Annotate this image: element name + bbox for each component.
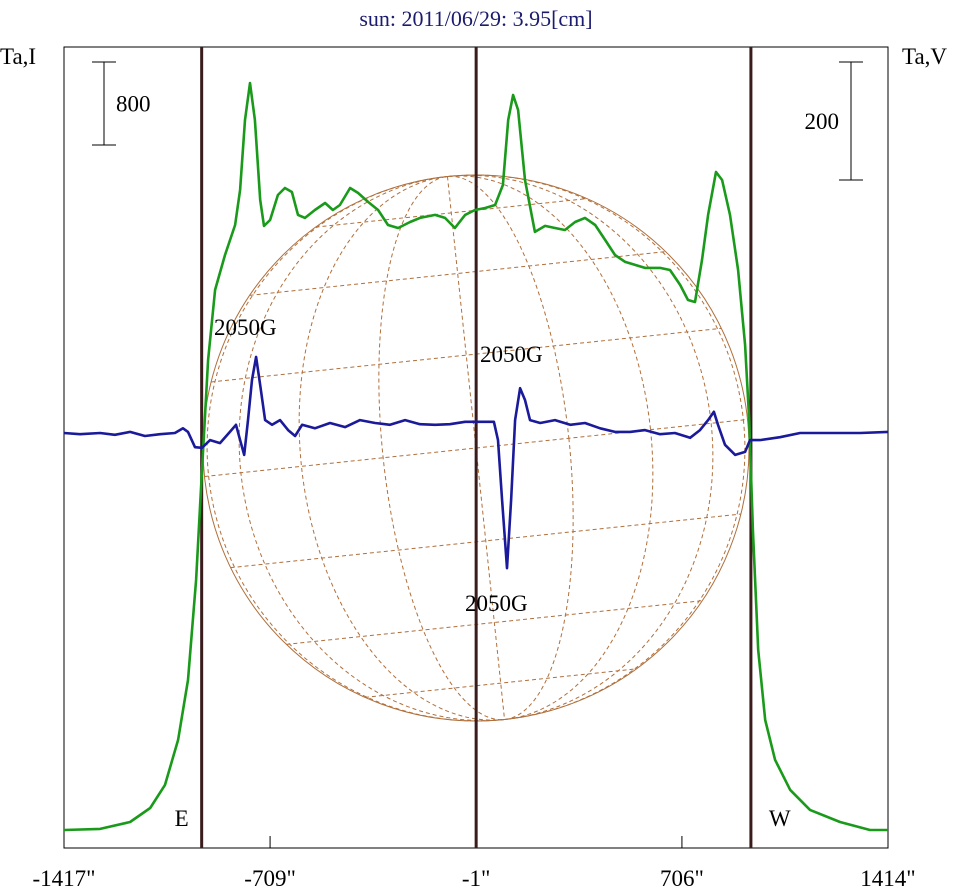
parallel [230,513,741,569]
parallel [249,251,666,296]
scale-bar-label: 200 [805,109,840,134]
parallel [315,198,588,228]
marker-label: W [769,806,791,831]
series-line [63,355,889,570]
x-tick-label: 1414" [860,866,915,891]
series-line [63,81,888,832]
annotation: 2050G [480,342,543,367]
parallel [364,668,637,698]
annotation: 2050G [465,591,528,616]
x-tick-label: -709" [244,866,296,891]
x-tick-label: -1417" [32,866,95,891]
parallel [211,327,722,383]
x-tick-label: 706" [660,866,704,891]
scale-bar-label: 800 [116,91,151,116]
chart-title: sun: 2011/06/29: 3.95[cm] [359,6,592,31]
marker-label: E [175,806,189,831]
y2-axis-label: Ta,V [902,44,947,69]
annotation: 2050G [214,315,277,340]
x-tick-label: -1" [462,866,491,891]
y-axis-label: Ta,I [0,44,36,69]
